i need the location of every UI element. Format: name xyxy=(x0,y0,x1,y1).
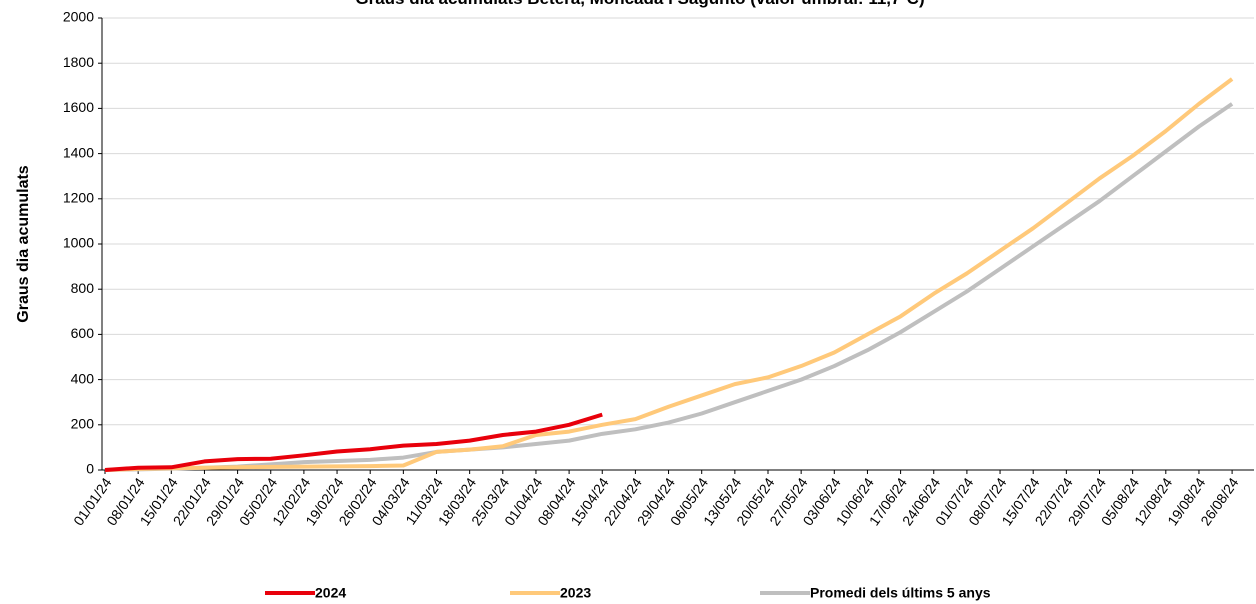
legend-label: 2023 xyxy=(560,585,591,601)
y-tick-label: 800 xyxy=(71,280,95,296)
y-axis-label: Graus dia acumulats xyxy=(15,165,32,322)
series-line xyxy=(104,77,1234,472)
y-tick-label: 1800 xyxy=(63,54,94,70)
y-tick-label: 600 xyxy=(71,325,95,341)
y-tick-label: 0 xyxy=(86,461,94,477)
legend-label: 2024 xyxy=(315,585,346,601)
y-tick-label: 1200 xyxy=(63,190,94,206)
series-line xyxy=(104,102,1234,472)
y-tick-label: 1600 xyxy=(63,99,94,115)
y-tick-label: 2000 xyxy=(63,9,94,25)
y-tick-label: 1400 xyxy=(63,144,94,160)
y-tick-label: 400 xyxy=(71,370,95,386)
y-tick-label: 200 xyxy=(71,416,95,432)
series-line xyxy=(104,412,603,472)
legend-label: Promedi dels últims 5 anys xyxy=(810,585,991,601)
y-tick-label: 1000 xyxy=(63,235,94,251)
chart-title: Graus dia acumulats Bétera, Moncada i Sa… xyxy=(355,0,924,8)
